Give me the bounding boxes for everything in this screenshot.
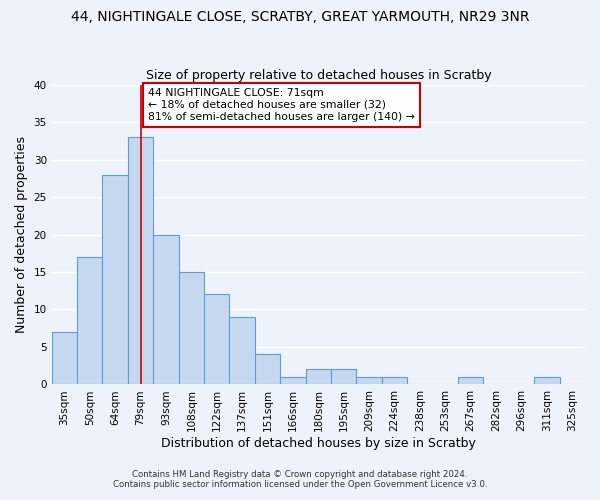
- Bar: [356, 377, 382, 384]
- Text: Contains HM Land Registry data © Crown copyright and database right 2024.
Contai: Contains HM Land Registry data © Crown c…: [113, 470, 487, 489]
- Text: 44 NIGHTINGALE CLOSE: 71sqm
← 18% of detached houses are smaller (32)
81% of sem: 44 NIGHTINGALE CLOSE: 71sqm ← 18% of det…: [148, 88, 415, 122]
- Y-axis label: Number of detached properties: Number of detached properties: [15, 136, 28, 333]
- Bar: [305, 370, 331, 384]
- Bar: [77, 257, 103, 384]
- Bar: [128, 137, 153, 384]
- Bar: [280, 377, 305, 384]
- Bar: [153, 234, 179, 384]
- Bar: [458, 377, 484, 384]
- Title: Size of property relative to detached houses in Scratby: Size of property relative to detached ho…: [146, 69, 491, 82]
- Bar: [534, 377, 560, 384]
- Text: 44, NIGHTINGALE CLOSE, SCRATBY, GREAT YARMOUTH, NR29 3NR: 44, NIGHTINGALE CLOSE, SCRATBY, GREAT YA…: [71, 10, 529, 24]
- Bar: [255, 354, 280, 384]
- Bar: [382, 377, 407, 384]
- X-axis label: Distribution of detached houses by size in Scratby: Distribution of detached houses by size …: [161, 437, 476, 450]
- Bar: [229, 317, 255, 384]
- Bar: [179, 272, 204, 384]
- Bar: [204, 294, 229, 384]
- Bar: [331, 370, 356, 384]
- Bar: [103, 174, 128, 384]
- Bar: [52, 332, 77, 384]
